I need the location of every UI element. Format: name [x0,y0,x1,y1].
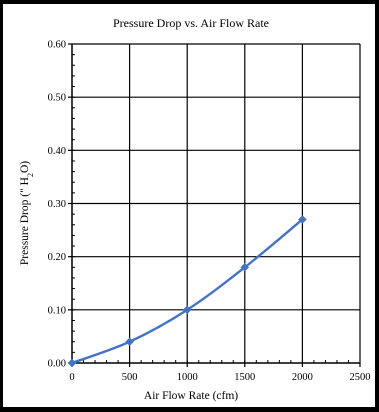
y-tick-label: 0.60 [48,40,66,51]
chart-title: Pressure Drop vs. Air Flow Rate [113,16,269,30]
y-axis-label-part-1: Pressure Drop (" H [19,177,31,265]
y-axis-label: Pressure Drop (" H2O) [19,161,35,265]
data-point-marker [67,358,77,368]
data-point-marker [125,337,134,347]
data-point-marker [298,215,307,224]
y-tick-label: 0.20 [48,252,66,263]
x-tick-label: 500 [122,372,138,383]
x-tick-label: 0 [69,372,74,383]
tick-labels: 0.00 0.10 0.20 0.30 0.40 0.50 0.60 0 500 1000 1500… [48,40,371,384]
chart-frame: Pressure Drop vs. Air Flow Rate 0.00 0.10… [3,4,375,407]
axes [68,43,361,367]
gridlines [72,43,361,363]
x-axis-label: Air Flow Rate (cfm) [144,390,238,402]
data-point-marker [182,305,192,315]
line-chart: Pressure Drop vs. Air Flow Rate 0.00 0.10… [19,16,371,402]
y-tick-label: 0.50 [48,93,66,104]
y-tick-label: 0.30 [48,199,66,210]
y-axis-label-part-3: O) [19,161,31,173]
x-tick-label: 1000 [177,372,198,383]
data-point-marker [240,262,250,272]
y-tick-label: 0.40 [48,146,66,157]
y-tick-label: 0.10 [48,305,66,316]
y-tick-label: 0.00 [48,359,66,370]
y-axis-label-subscript: 2 [26,173,35,177]
x-tick-label: 2500 [350,372,371,383]
x-tick-label: 1500 [234,372,255,383]
x-tick-label: 2000 [292,372,313,383]
series-layer [67,215,307,368]
